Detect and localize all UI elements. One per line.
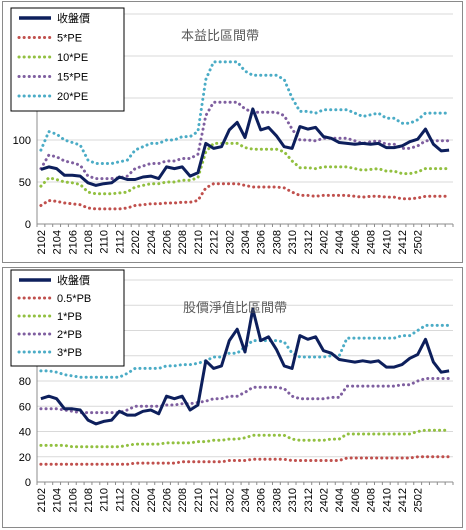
x-tick-label: 2302 — [224, 488, 236, 512]
x-tick-label: 2102 — [36, 488, 48, 512]
x-tick-label: 2412 — [397, 230, 409, 254]
y-tick-label: 80 — [19, 376, 31, 388]
x-tick-label: 2310 — [287, 230, 299, 254]
legend — [10, 269, 125, 367]
x-tick-label: 2410 — [381, 488, 393, 512]
legend-label: 1*PB — [57, 311, 82, 323]
x-tick-label: 2212 — [209, 230, 221, 254]
legend-label: 3*PB — [57, 347, 82, 359]
legend-label: 20*PE — [57, 91, 88, 103]
x-tick-label: 2402 — [318, 488, 330, 512]
x-tick-label: 2302 — [224, 230, 236, 254]
y-tick-label: 50 — [19, 177, 31, 189]
legend-label: 收盤價 — [57, 273, 90, 287]
x-tick-label: 2212 — [209, 488, 221, 512]
x-tick-label: 2308 — [271, 488, 283, 512]
y-tick-label: 0 — [25, 219, 31, 231]
series-line — [39, 455, 451, 466]
legend-label: 2*PB — [57, 329, 82, 341]
x-tick-label: 2206 — [162, 488, 174, 512]
legend — [10, 7, 125, 112]
legend-label: 15*PE — [57, 72, 88, 84]
series-line — [39, 428, 451, 449]
x-tick-label: 2204 — [146, 488, 158, 512]
pb-band-chart-svg: 0204060801001201401602102210421062108211… — [10, 269, 454, 512]
x-tick-label: 2106 — [67, 488, 79, 512]
x-tick-label: 2406 — [350, 488, 362, 512]
y-tick-label: 0 — [25, 477, 31, 489]
x-tick-label: 2306 — [256, 230, 268, 254]
x-tick-label: 2204 — [146, 230, 158, 254]
x-tick-label: 2206 — [162, 230, 174, 254]
x-tick-label: 2108 — [83, 488, 95, 512]
x-tick-label: 2306 — [256, 488, 268, 512]
x-tick-label: 2110 — [99, 230, 111, 254]
x-tick-label: 2502 — [413, 230, 425, 254]
y-tick-label: 60 — [19, 401, 31, 413]
series-line — [40, 307, 450, 426]
x-tick-label: 2410 — [381, 230, 393, 254]
x-tick-label: 2502 — [413, 488, 425, 512]
chart-title: 股價淨值比區間帶 — [183, 300, 287, 315]
series-line — [39, 100, 451, 181]
legend-label: 0.5*PB — [57, 293, 91, 305]
x-tick-label: 2408 — [366, 230, 378, 254]
legend-label: 收盤價 — [57, 11, 90, 25]
series-line — [39, 60, 451, 165]
legend-label: 10*PE — [57, 52, 88, 64]
x-tick-label: 2210 — [193, 488, 205, 512]
series-line — [39, 182, 451, 211]
pe-band-chart: 0501001502002502102210421062108211021122… — [2, 1, 463, 263]
x-tick-label: 2308 — [271, 230, 283, 254]
x-tick-label: 2408 — [366, 488, 378, 512]
series-line — [39, 141, 451, 196]
x-tick-label: 2310 — [287, 488, 299, 512]
y-tick-label: 100 — [13, 135, 31, 147]
x-tick-label: 2112 — [114, 230, 126, 254]
x-tick-label: 2202 — [130, 230, 142, 254]
y-tick-label: 20 — [19, 452, 31, 464]
x-tick-label: 2312 — [303, 230, 315, 254]
legend-label: 5*PE — [57, 33, 82, 45]
x-tick-label: 2412 — [397, 488, 409, 512]
x-tick-label: 2102 — [36, 230, 48, 254]
series-line — [40, 107, 450, 187]
series-line — [39, 377, 451, 415]
x-tick-label: 2112 — [114, 488, 126, 512]
chart-title: 本益比區間帶 — [181, 28, 259, 43]
x-tick-label: 2312 — [303, 488, 315, 512]
x-tick-label: 2208 — [177, 230, 189, 254]
x-tick-label: 2208 — [177, 488, 189, 512]
x-tick-label: 2404 — [334, 488, 346, 512]
x-tick-label: 2304 — [240, 230, 252, 254]
x-tick-label: 2104 — [52, 230, 64, 254]
x-tick-label: 2106 — [67, 230, 79, 254]
x-tick-label: 2110 — [99, 488, 111, 512]
x-tick-label: 2202 — [130, 488, 142, 512]
x-tick-label: 2108 — [83, 230, 95, 254]
x-tick-label: 2404 — [334, 230, 346, 254]
pb-band-chart: 0204060801001201401602102210421062108211… — [2, 267, 463, 528]
x-tick-label: 2406 — [350, 230, 362, 254]
pe-band-chart-svg: 0501001502002502102210421062108211021122… — [10, 7, 454, 254]
x-tick-label: 2104 — [52, 488, 64, 512]
x-tick-label: 2402 — [318, 230, 330, 254]
y-tick-label: 40 — [19, 427, 31, 439]
x-tick-label: 2304 — [240, 488, 252, 512]
x-tick-label: 2210 — [193, 230, 205, 254]
